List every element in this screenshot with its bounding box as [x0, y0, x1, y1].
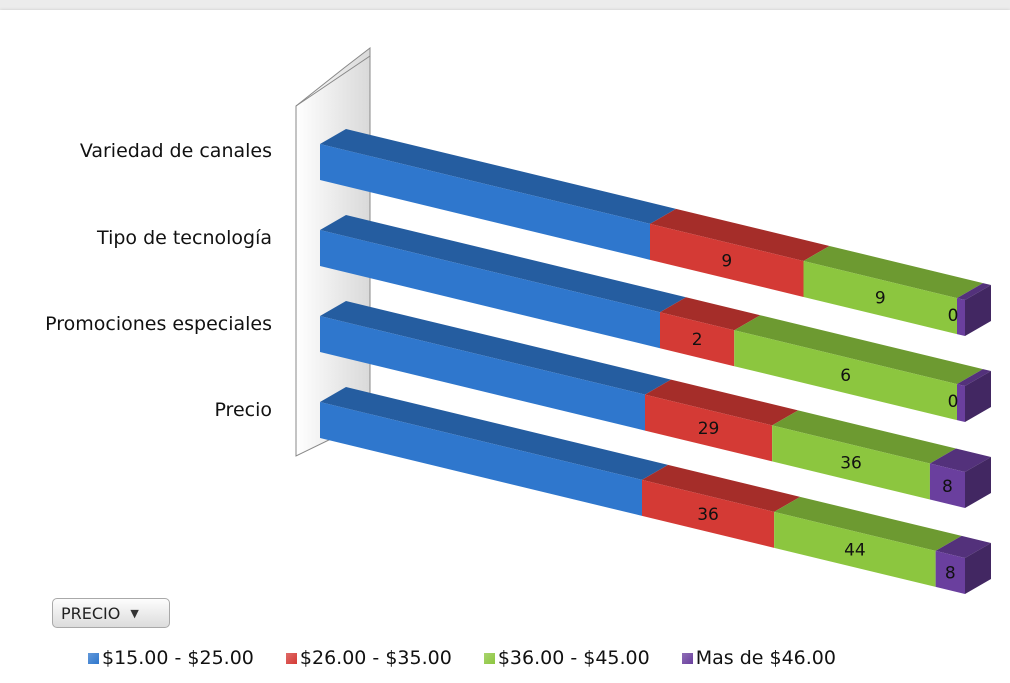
legend-swatch [88, 652, 99, 664]
data-label: 6 [840, 366, 851, 386]
bar-segment-top [650, 208, 830, 261]
chart-plot: Variedad de canales Tipo de tecnología Pro… [45, 46, 991, 594]
bar-segment [642, 479, 775, 548]
data-label: 36 [697, 505, 719, 525]
legend-item: $15.00 - $25.00 [88, 647, 254, 669]
legend-swatch [285, 652, 297, 664]
bar-segment [320, 230, 660, 349]
bar-group: 2 6 0 [320, 215, 991, 422]
bar-segment-top [929, 448, 991, 472]
bar-segment [774, 511, 936, 587]
data-label: 8 [945, 563, 956, 583]
category-label: Variedad de canales [80, 140, 272, 162]
category-label: Precio [214, 399, 272, 421]
legend: $15.00 - $25.00 $26.00 - $35.00 $36.00 - $… [88, 644, 868, 672]
legend-swatch [681, 652, 693, 664]
legend-label: $26.00 - $35.00 [299, 647, 452, 669]
bar-segment [803, 260, 957, 335]
bar-end-cap [965, 457, 991, 508]
bar-segment [957, 384, 965, 422]
data-label: 44 [844, 540, 866, 560]
precio-filter-button[interactable]: PRECIO ▼ [52, 598, 170, 628]
legend-item: Mas de $46.00 [681, 647, 836, 669]
bar-segment [929, 463, 965, 508]
chart-wall-edge [295, 55, 371, 107]
bar-segment-top [957, 369, 991, 386]
data-label: 0 [948, 306, 959, 326]
bar-segment [734, 330, 957, 421]
data-label: 9 [875, 289, 886, 309]
bar-segment-top [642, 464, 801, 512]
bar-segment-top [957, 283, 991, 300]
data-label: 9 [721, 251, 732, 271]
data-label: 29 [698, 419, 720, 439]
legend-label: $36.00 - $45.00 [497, 647, 650, 669]
data-label: 0 [948, 392, 959, 412]
bar-segment [645, 394, 773, 462]
bar-group: 9 9 0 [320, 129, 991, 336]
bar-segment-top [320, 215, 686, 313]
legend-label: Mas de $46.00 [695, 647, 836, 669]
legend-label: $15.00 - $25.00 [102, 647, 254, 669]
bar-segment-top [772, 410, 956, 464]
bar-segment-top [660, 297, 761, 331]
data-label: 36 [840, 453, 862, 473]
chart-frame: Variedad de canales Tipo de tecnología Pro… [0, 10, 1010, 683]
data-label: 8 [942, 477, 953, 497]
bar-end-cap [965, 371, 991, 422]
bar-segment-top [320, 129, 676, 224]
bar-segment [320, 316, 645, 431]
category-label: Tipo de tecnología [96, 227, 272, 249]
bar-group: 36 44 8 [320, 387, 991, 594]
bar-segment-top [803, 245, 983, 299]
bar-segment-top [935, 535, 991, 558]
bar-group: 29 36 8 [320, 301, 991, 508]
bar-segment [660, 312, 735, 367]
bar-segment [957, 298, 965, 336]
chevron-down-icon: ▼ [130, 606, 139, 620]
bar-segment [320, 402, 642, 516]
data-label: 2 [692, 330, 703, 350]
bar-end-cap [965, 543, 991, 594]
legend-item: $36.00 - $45.00 [483, 647, 650, 669]
bar-segment-top [320, 301, 671, 395]
legend-swatch [483, 652, 495, 664]
bar-segment [320, 144, 650, 260]
bar-segment-top [320, 387, 668, 480]
bar-end-cap [965, 285, 991, 336]
bar-segment [772, 425, 930, 500]
bar-segment [935, 550, 965, 594]
legend-item: $26.00 - $35.00 [285, 647, 452, 669]
bar-segment [650, 223, 804, 297]
bar-segment-top [645, 379, 799, 426]
category-label: Promociones especiales [45, 313, 272, 335]
bar-segment-top [774, 496, 962, 551]
bar-segment-top [734, 315, 983, 385]
filter-label: PRECIO [61, 603, 121, 623]
